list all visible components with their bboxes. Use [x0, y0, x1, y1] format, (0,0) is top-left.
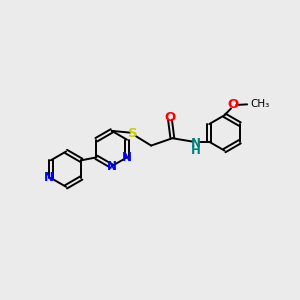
Text: N: N: [44, 172, 54, 184]
Text: S: S: [128, 127, 138, 140]
Text: N: N: [191, 137, 201, 150]
Text: CH₃: CH₃: [250, 99, 269, 110]
Text: N: N: [107, 160, 117, 173]
Text: O: O: [228, 98, 239, 112]
Text: O: O: [164, 110, 175, 124]
Text: H: H: [191, 143, 201, 157]
Text: N: N: [122, 151, 132, 164]
